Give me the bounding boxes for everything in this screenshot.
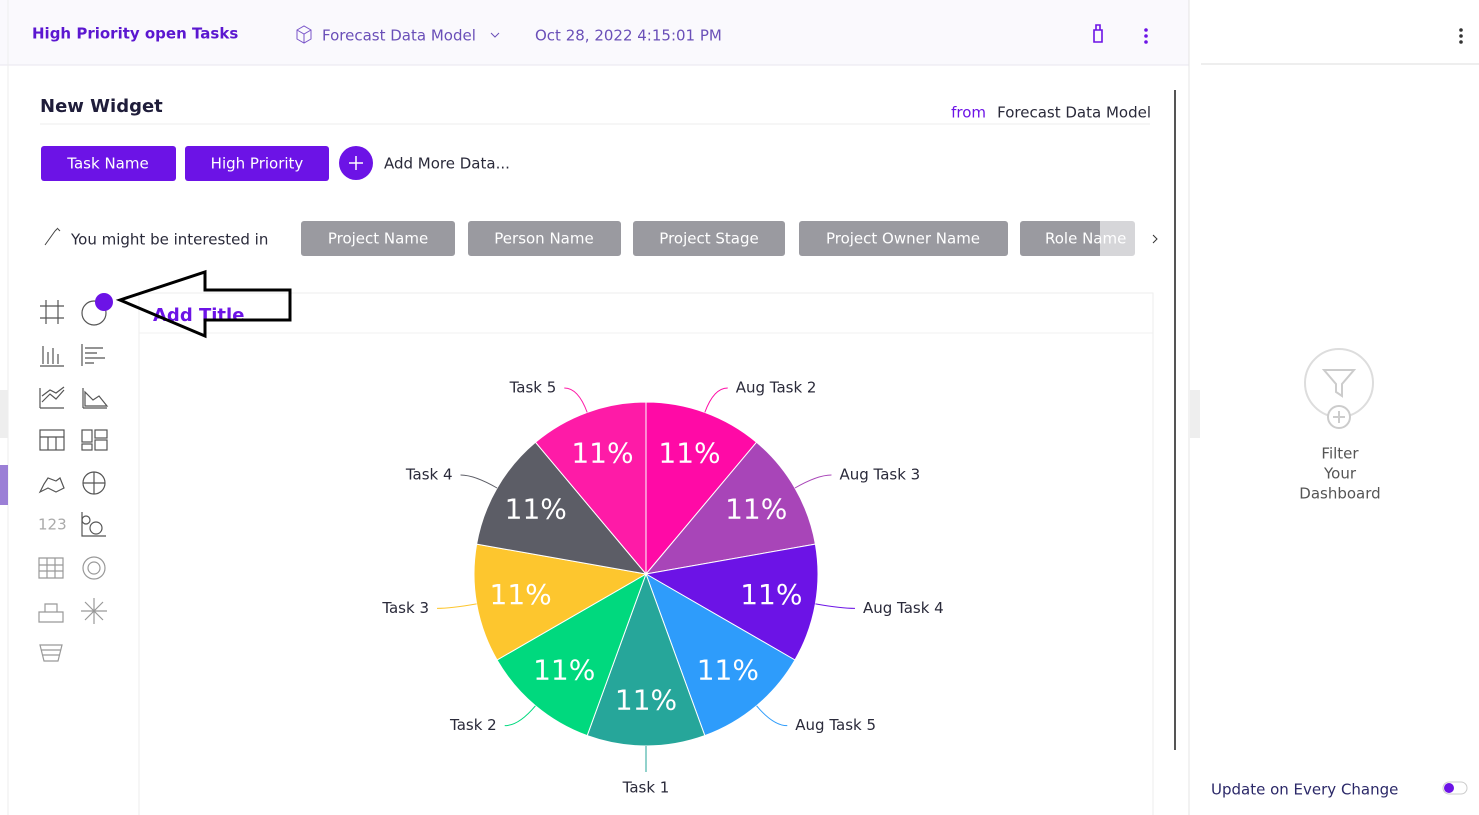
plus-icon	[349, 156, 363, 170]
leader-line	[794, 474, 832, 489]
suggest-label: You might be interested in	[70, 231, 268, 249]
category-label: Aug Task 5	[795, 716, 876, 734]
timestamp: Oct 28, 2022 4:15:01 PM	[535, 27, 722, 45]
funnel	[1321, 369, 1357, 398]
side-tab	[0, 465, 8, 505]
pill-bg	[185, 146, 329, 181]
leader-line	[815, 603, 855, 609]
pie-slice	[476, 441, 648, 575]
slice-label: 11%	[490, 578, 552, 611]
category-label: Task 3	[381, 599, 429, 617]
pie-slice	[586, 572, 706, 747]
data-pill[interactable]: Task Name	[41, 146, 176, 181]
badge	[95, 293, 113, 311]
slice-label: 11%	[505, 492, 567, 525]
slice-label: 11%	[658, 436, 720, 469]
widget-title: New Widget	[40, 96, 163, 117]
icon-text: 123	[38, 516, 67, 534]
pie-slice	[644, 441, 816, 575]
chart-title-placeholder[interactable]: Add Title	[153, 305, 244, 326]
slice-label: 11%	[697, 654, 759, 687]
suggestion[interactable]: Project Owner Name	[799, 221, 1008, 256]
toggle-knob	[1444, 783, 1454, 793]
pie-slice	[496, 572, 647, 737]
suggestion-label[interactable]: Project Name	[328, 230, 428, 248]
cube-icon	[296, 25, 312, 44]
suggestion[interactable]: Project Stage	[633, 221, 785, 256]
category-label: Aug Task 4	[863, 599, 944, 617]
category-label: Task 4	[405, 466, 453, 484]
pie-slice	[645, 401, 758, 576]
filter-label: Dashboard	[1299, 485, 1380, 503]
pie-slice	[645, 572, 796, 737]
suggestion[interactable]: Person Name	[468, 221, 621, 256]
leader-line	[564, 387, 588, 413]
fade	[1100, 218, 1140, 258]
dashboard-title: High Priority open Tasks	[32, 25, 238, 43]
category-label: Task 5	[509, 378, 557, 396]
suggestion[interactable]: Project Name	[301, 221, 455, 256]
leader-line	[460, 474, 498, 489]
from-label: from	[951, 104, 986, 122]
update-label: Update on Every Change	[1211, 781, 1398, 799]
menu-icon[interactable]	[1144, 28, 1148, 44]
slice-label: 11%	[725, 492, 787, 525]
slice-label: 11%	[571, 436, 633, 469]
from-model: Forecast Data Model	[997, 104, 1151, 122]
brush-icon[interactable]	[1093, 24, 1103, 43]
plus-icon	[1333, 411, 1345, 423]
scroll-right[interactable]	[1152, 234, 1158, 244]
model-selector[interactable]: Forecast Data Model	[296, 25, 500, 45]
pill-bg	[41, 146, 176, 181]
wand-icon	[44, 227, 61, 246]
category-label: Task 1	[622, 779, 670, 797]
model-name[interactable]: Forecast Data Model	[322, 27, 476, 45]
collapse-handle[interactable]	[0, 390, 8, 438]
leader-line	[437, 603, 477, 609]
collapse-handle[interactable]	[1190, 390, 1200, 438]
leader-line	[756, 705, 788, 727]
pill-label[interactable]: High Priority	[211, 155, 304, 173]
add-more-link[interactable]: Add More Data...	[384, 155, 510, 173]
top-bar	[0, 0, 1189, 65]
chart-type-icons[interactable]	[38, 300, 109, 662]
slice-label: 11%	[615, 683, 677, 716]
pie-chart: 11% Aug Task 2 11% Aug Task 3 11% Aug Task 4 1…	[381, 378, 943, 796]
category-label: Aug Task 3	[839, 466, 920, 484]
category-label: Task 2	[449, 716, 497, 734]
suggestion-label[interactable]: Person Name	[494, 230, 593, 248]
leader-line	[504, 705, 536, 727]
filter-label: Filter	[1321, 445, 1359, 463]
pie-slice	[644, 543, 819, 661]
suggestion-label[interactable]: Project Stage	[659, 230, 758, 248]
slice-label: 11%	[533, 654, 595, 687]
chart-card	[138, 292, 1154, 815]
leader-line	[704, 387, 728, 413]
chevron	[490, 32, 500, 38]
pill-label[interactable]: Task Name	[66, 155, 148, 173]
annotation-arrow	[115, 269, 292, 339]
pie-slice	[473, 543, 648, 661]
menu-icon[interactable]	[1459, 28, 1463, 44]
suggestion-label[interactable]: Project Owner Name	[826, 230, 980, 248]
data-pill[interactable]: High Priority	[185, 146, 329, 181]
slice-label: 11%	[740, 578, 802, 611]
category-label: Aug Task 2	[736, 378, 817, 396]
pie-slice	[534, 401, 647, 576]
filter-label: Your	[1323, 465, 1357, 483]
